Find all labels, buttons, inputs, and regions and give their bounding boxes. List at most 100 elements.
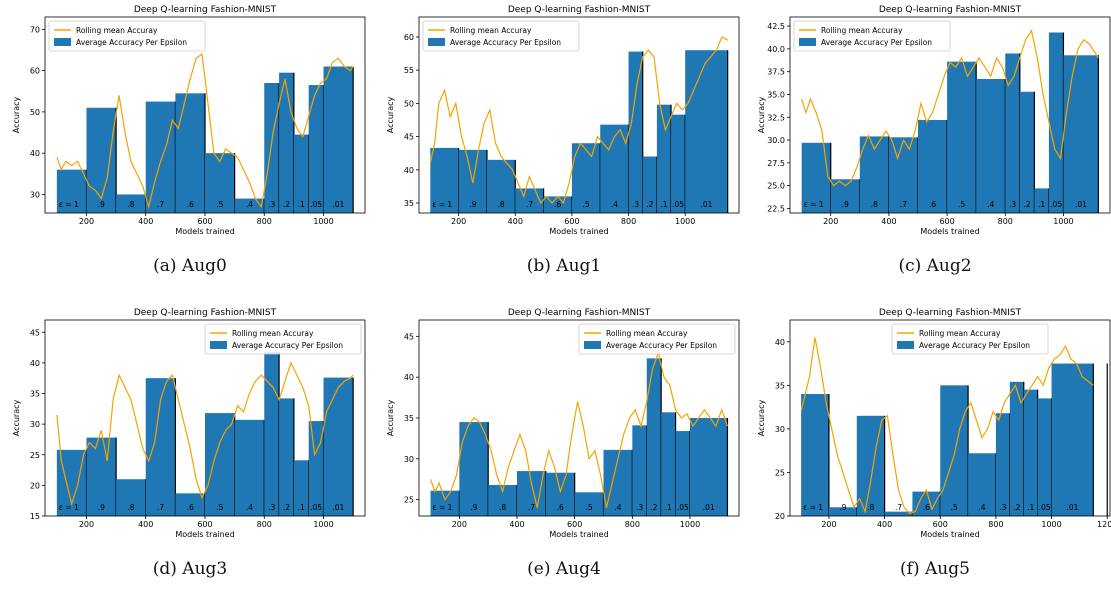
bar: [675, 431, 690, 516]
bar: [801, 142, 831, 213]
subfigure-caption: (f) Aug5: [900, 559, 970, 579]
chart-title: Deep Q-learning Fashion-MNIST: [508, 308, 651, 318]
y-tick-label: 20: [30, 481, 40, 490]
epsilon-label: .6: [923, 503, 930, 512]
chart-svg: Deep Q-learning Fashion-MNIST ε = 1 .9 .8 .7…: [12, 308, 366, 539]
x-tick-label: 1000: [1041, 520, 1061, 529]
epsilon-label: .6: [554, 200, 561, 209]
chart-title: Deep Q-learning Fashion-MNIST: [879, 5, 1022, 15]
y-axis-label: Accuracy: [757, 399, 766, 436]
y-tick-label: 40: [30, 359, 40, 368]
epsilon-label: .2: [650, 503, 657, 512]
epsilon-label: .05: [1050, 200, 1062, 209]
legend-label: Rolling mean Accuray: [919, 329, 1001, 338]
legend-label: Average Accuracy Per Epsilon: [606, 341, 717, 350]
epsilon-label: .7: [157, 503, 164, 512]
bar: [689, 418, 728, 516]
y-axis-label: Accuracy: [12, 399, 21, 436]
epsilon-label: ε = 1: [59, 503, 79, 512]
bar: [940, 385, 969, 516]
legend-box: [48, 20, 206, 52]
bar: [86, 107, 117, 213]
bar: [685, 50, 728, 213]
epsilon-label: .5: [586, 503, 593, 512]
epsilon-label: .9: [470, 503, 477, 512]
x-axis-label: Models trained: [175, 227, 234, 236]
epsilon-label: .9: [839, 503, 846, 512]
chart-panel: Deep Q-learning Fashion-MNIST ε = 1 .9 .8 .7…: [384, 0, 744, 295]
epsilon-label: .9: [98, 503, 105, 512]
y-tick-label: 35.0: [767, 90, 785, 99]
bar: [205, 153, 235, 213]
bar: [545, 472, 575, 516]
bar: [632, 425, 647, 516]
bar: [175, 93, 205, 213]
y-tick-label: 60: [30, 67, 40, 76]
chart-title: Deep Q-learning Fashion-MNIST: [508, 5, 651, 15]
bar: [646, 358, 662, 516]
x-tick-label: 800: [998, 217, 1013, 226]
y-tick-label: 20: [775, 512, 785, 521]
y-tick-label: 35: [404, 414, 414, 423]
legend: Rolling mean Accuray Average Accuracy Per…: [204, 323, 362, 355]
y-tick-label: 25.0: [767, 182, 785, 191]
epsilon-label: .8: [127, 503, 134, 512]
epsilon-label: .3: [999, 503, 1006, 512]
bar: [205, 413, 235, 516]
x-tick-label: 1000: [313, 520, 333, 529]
x-tick-label: 600: [933, 520, 948, 529]
bar: [86, 437, 117, 516]
y-tick-label: 60: [404, 33, 414, 42]
x-tick-label: 200: [79, 520, 94, 529]
epsilon-label: .4: [614, 503, 621, 512]
x-axis-label: Models trained: [920, 530, 979, 539]
bar: [671, 114, 686, 213]
epsilon-label: .8: [867, 503, 874, 512]
epsilon-label: .8: [498, 200, 505, 209]
epsilon-label: .4: [246, 200, 253, 209]
chart-title: Deep Q-learning Fashion-MNIST: [879, 308, 1022, 318]
subfigure-caption: (b) Aug1: [526, 256, 602, 276]
x-tick-label: 800: [625, 520, 640, 529]
y-axis-label: Accuracy: [386, 399, 395, 436]
y-tick-label: 45: [404, 332, 414, 341]
epsilon-label: .7: [895, 503, 902, 512]
epsilon-label: .2: [283, 200, 290, 209]
epsilon-label: ε = 1: [804, 200, 824, 209]
epsilon-label: .6: [557, 503, 564, 512]
bar: [517, 471, 546, 516]
y-axis-label: Accuracy: [757, 96, 766, 133]
x-tick-label: 1000: [680, 520, 700, 529]
bar: [1048, 32, 1064, 213]
epsilon-label: .05: [672, 200, 684, 209]
epsilon-label: .2: [646, 200, 653, 209]
bar: [918, 120, 948, 213]
bar: [968, 453, 996, 516]
epsilon-label: .3: [268, 503, 275, 512]
legend-bar-swatch: [210, 341, 227, 349]
x-axis-label: Models trained: [549, 530, 608, 539]
bar: [571, 143, 601, 213]
epsilon-label: .3: [632, 200, 639, 209]
chart-title: Deep Q-learning Fashion-MNIST: [134, 308, 277, 318]
epsilon-label: .01: [700, 200, 712, 209]
legend-box: [422, 20, 580, 52]
bar: [1051, 363, 1094, 516]
epsilon-label: .1: [1027, 503, 1034, 512]
epsilon-label: .4: [987, 200, 994, 209]
bar: [801, 394, 829, 516]
y-tick-label: 30: [30, 420, 40, 429]
chart-svg: Deep Q-learning Fashion-MNIST ε = 1 .9 .8 .7…: [386, 308, 740, 539]
y-tick-label: 22.5: [767, 204, 785, 213]
epsilon-label: .3: [636, 503, 643, 512]
y-tick-label: 40: [404, 373, 414, 382]
epsilon-label: .1: [665, 503, 672, 512]
x-axis-label: Models trained: [920, 227, 979, 236]
epsilon-label: .5: [958, 200, 965, 209]
bar: [628, 51, 643, 213]
legend-label: Average Accuracy Per Epsilon: [450, 38, 561, 47]
y-tick-label: 45: [30, 328, 40, 337]
legend-label: Rolling mean Accuray: [450, 26, 532, 35]
bar: [828, 507, 857, 516]
epsilon-label: .5: [583, 200, 590, 209]
